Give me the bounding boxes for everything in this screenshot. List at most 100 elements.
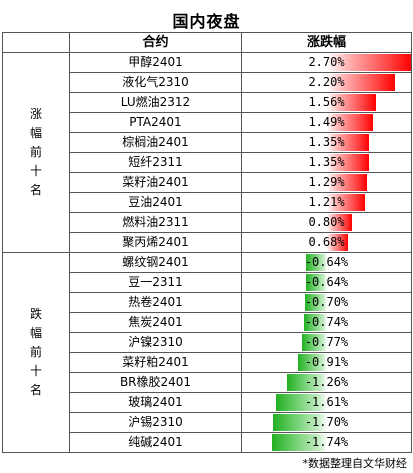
header-group-cell (2, 32, 70, 53)
group-label-text: 涨幅前十名 (29, 107, 42, 197)
change-cell: 2.20% (241, 72, 412, 93)
change-cell: 1.35% (241, 152, 412, 173)
group-label-text: 跌幅前十名 (29, 307, 42, 397)
change-cell: -0.77% (241, 332, 412, 353)
change-cell: 0.68% (241, 232, 412, 253)
gain-bar (326, 74, 395, 91)
change-value: 1.29% (308, 175, 345, 189)
change-value: 2.20% (308, 75, 345, 89)
loss-bar (304, 294, 327, 311)
change-value: -1.74% (304, 435, 349, 449)
gain-bar (326, 154, 369, 171)
header-change: 涨跌幅 (241, 32, 412, 53)
header-contract: 合约 (69, 32, 242, 53)
gain-bar (326, 114, 373, 131)
change-value: 1.35% (308, 155, 345, 169)
loss-bar (306, 254, 327, 271)
contract-name: BR橡胶2401 (69, 372, 242, 393)
table-row: 液化气2310 2.20% (3, 72, 412, 93)
contract-name: 液化气2310 (69, 72, 242, 93)
contract-name: 聚丙烯2401 (69, 232, 242, 253)
contract-name: LU燃油2312 (69, 92, 242, 113)
contract-name: PTA2401 (69, 112, 242, 133)
loss-bar (306, 274, 327, 291)
contract-name: 豆一2311 (69, 272, 242, 293)
change-value: -0.64% (304, 275, 349, 289)
gain-bar (326, 194, 365, 211)
change-value: -1.61% (304, 395, 349, 409)
losers-group-label: 跌幅前十名 (2, 252, 70, 453)
contract-name: 热卷2401 (69, 292, 242, 313)
change-cell: 2.70% (241, 52, 412, 73)
gain-bar (326, 234, 348, 251)
change-cell: -0.91% (241, 352, 412, 373)
table-row: 热卷2401 -0.70% (3, 292, 412, 313)
change-value: 0.80% (308, 215, 345, 229)
change-value: 1.21% (308, 195, 345, 209)
gain-bar (326, 174, 368, 191)
change-cell: 1.29% (241, 172, 412, 193)
change-value: -1.26% (304, 375, 349, 389)
change-cell: -0.74% (241, 312, 412, 333)
contract-name: 燃料油2311 (69, 212, 242, 233)
change-value: -1.70% (304, 415, 349, 429)
contract-name: 沪锡2310 (69, 412, 242, 433)
table-row: 菜籽油2401 1.29% (3, 172, 412, 193)
source-footnote: *数据整理自文华财经 (302, 457, 408, 470)
contract-name: 短纤2311 (69, 152, 242, 173)
change-cell: -0.64% (241, 272, 412, 293)
change-value: 0.68% (308, 235, 345, 249)
contract-name: 玻璃2401 (69, 392, 242, 413)
table-row: 涨幅前十名 甲醇2401 2.70% (2, 52, 412, 253)
change-value: 1.49% (308, 115, 345, 129)
table-row: BR橡胶2401 -1.26% (3, 372, 412, 393)
change-value: -0.70% (304, 295, 349, 309)
change-cell: 0.80% (241, 212, 412, 233)
change-cell: 1.56% (241, 92, 412, 113)
change-cell: 1.49% (241, 112, 412, 133)
contract-name: 甲醇2401 (69, 52, 242, 73)
loss-bar (286, 374, 327, 391)
change-cell: -1.26% (241, 372, 412, 393)
table-row: 纯碱2401 -1.74% (3, 432, 412, 453)
change-cell: 1.21% (241, 192, 412, 213)
table-row: 豆油2401 1.21% (3, 192, 412, 213)
change-value: 2.70% (308, 55, 345, 69)
loss-bar (303, 314, 327, 331)
contract-name: 菜籽油2401 (69, 172, 242, 193)
change-value: 1.35% (308, 135, 345, 149)
table-row: 跌幅前十名 螺纹钢2401 -0.64% (2, 252, 412, 453)
contract-name: 螺纹钢2401 (69, 252, 242, 273)
gain-bar (326, 54, 411, 71)
table-row: 聚丙烯2401 0.68% (3, 232, 412, 253)
table-row: 焦炭2401 -0.74% (3, 312, 412, 333)
gainers-group-label: 涨幅前十名 (2, 52, 70, 253)
change-value: 1.56% (308, 95, 345, 109)
change-value: -0.64% (304, 255, 349, 269)
change-cell: -1.61% (241, 392, 412, 413)
loss-bar (272, 434, 327, 451)
loss-bar (273, 414, 327, 431)
gain-bar (326, 94, 376, 111)
loss-bar (302, 334, 327, 351)
gain-bar (326, 214, 352, 231)
change-value: -0.74% (304, 315, 349, 329)
table-row: 短纤2311 1.35% (3, 152, 412, 173)
contract-name: 焦炭2401 (69, 312, 242, 333)
contract-name: 纯碱2401 (69, 432, 242, 453)
night-session-table: 合约 涨跌幅 涨幅前十名 甲醇2401 2.70% 液化气2310 2.20% LU燃油2… (2, 32, 412, 453)
change-cell: -0.64% (241, 252, 412, 273)
page-title: 国内夜盘 (172, 12, 241, 31)
loss-bar (275, 394, 327, 411)
contract-name: 沪镍2310 (69, 332, 242, 353)
change-cell: -0.70% (241, 292, 412, 313)
change-value: -0.77% (304, 335, 349, 349)
contract-name: 豆油2401 (69, 192, 242, 213)
contract-name: 菜籽粕2401 (69, 352, 242, 373)
change-cell: -1.74% (241, 432, 412, 453)
change-value: -0.91% (304, 355, 349, 369)
table-row: 棕榈油2401 1.35% (3, 132, 412, 153)
change-cell: 1.35% (241, 132, 412, 153)
contract-name: 棕榈油2401 (69, 132, 242, 153)
header-row: 合约 涨跌幅 (2, 32, 412, 53)
